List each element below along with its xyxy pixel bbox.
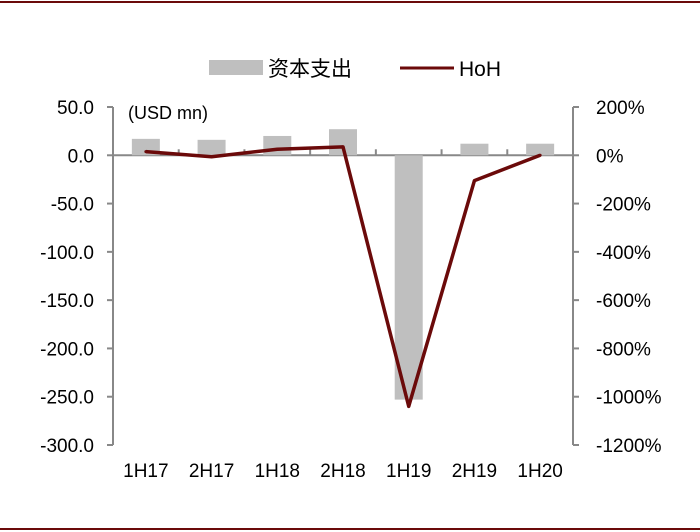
hoh-line xyxy=(145,145,541,409)
hoh-point xyxy=(210,155,214,159)
x-tick-label: 2H18 xyxy=(320,461,365,482)
hoh-point xyxy=(275,147,279,151)
left-tick-label: -300.0 xyxy=(40,436,94,457)
right-tick-label: -1200% xyxy=(596,436,662,457)
hoh-point xyxy=(144,150,148,154)
x-tick-label: 1H17 xyxy=(123,461,168,482)
capex-bar xyxy=(460,143,489,156)
right-axis: 200% 0% -200% -400% -600% -800% -1000% -1200% xyxy=(572,98,662,457)
left-tick-label: 0.0 xyxy=(68,146,94,167)
x-tick-label: 1H20 xyxy=(517,461,562,482)
legend: 资本支出 HoH xyxy=(209,58,501,81)
legend-label-line: HoH xyxy=(459,58,501,81)
hoh-point xyxy=(472,179,476,183)
right-tick-label: -600% xyxy=(596,291,651,312)
left-axis: 50.0 0.0 -50.0 -100.0 -150.0 -200.0 -250.0 -300… xyxy=(40,98,114,457)
hoh-point xyxy=(341,145,345,149)
hoh-point xyxy=(538,153,542,157)
right-tick-label: 0% xyxy=(596,146,624,167)
right-tick-label: 200% xyxy=(596,98,645,119)
x-axis: 1H17 2H17 1H18 2H18 1H19 2H19 1H20 xyxy=(112,149,574,482)
left-tick-label: -150.0 xyxy=(40,291,94,312)
capex-bars xyxy=(131,129,555,400)
hoh-line-series xyxy=(144,145,542,409)
legend-label-bar: 资本支出 xyxy=(268,58,352,81)
x-tick-label: 2H19 xyxy=(452,461,497,482)
capex-bar xyxy=(263,135,292,156)
hoh-point xyxy=(407,404,411,408)
capex-bar xyxy=(197,139,226,156)
x-tick-label: 1H19 xyxy=(386,461,431,482)
unit-label: (USD mn) xyxy=(128,103,208,123)
right-tick-label: -1000% xyxy=(596,388,662,409)
right-tick-label: -800% xyxy=(596,339,651,360)
capex-bar xyxy=(394,155,423,400)
right-tick-label: -400% xyxy=(596,243,651,264)
left-tick-label: -200.0 xyxy=(40,339,94,360)
left-tick-label: -50.0 xyxy=(51,195,94,216)
left-tick-label: -100.0 xyxy=(40,243,94,264)
capex-bar xyxy=(526,143,555,156)
legend-swatch-bar xyxy=(209,60,263,75)
x-tick-label: 1H18 xyxy=(255,461,300,482)
left-tick-label: -250.0 xyxy=(40,388,94,409)
left-tick-label: 50.0 xyxy=(57,98,94,119)
right-tick-label: -200% xyxy=(596,195,651,216)
x-tick-label: 2H17 xyxy=(189,461,234,482)
